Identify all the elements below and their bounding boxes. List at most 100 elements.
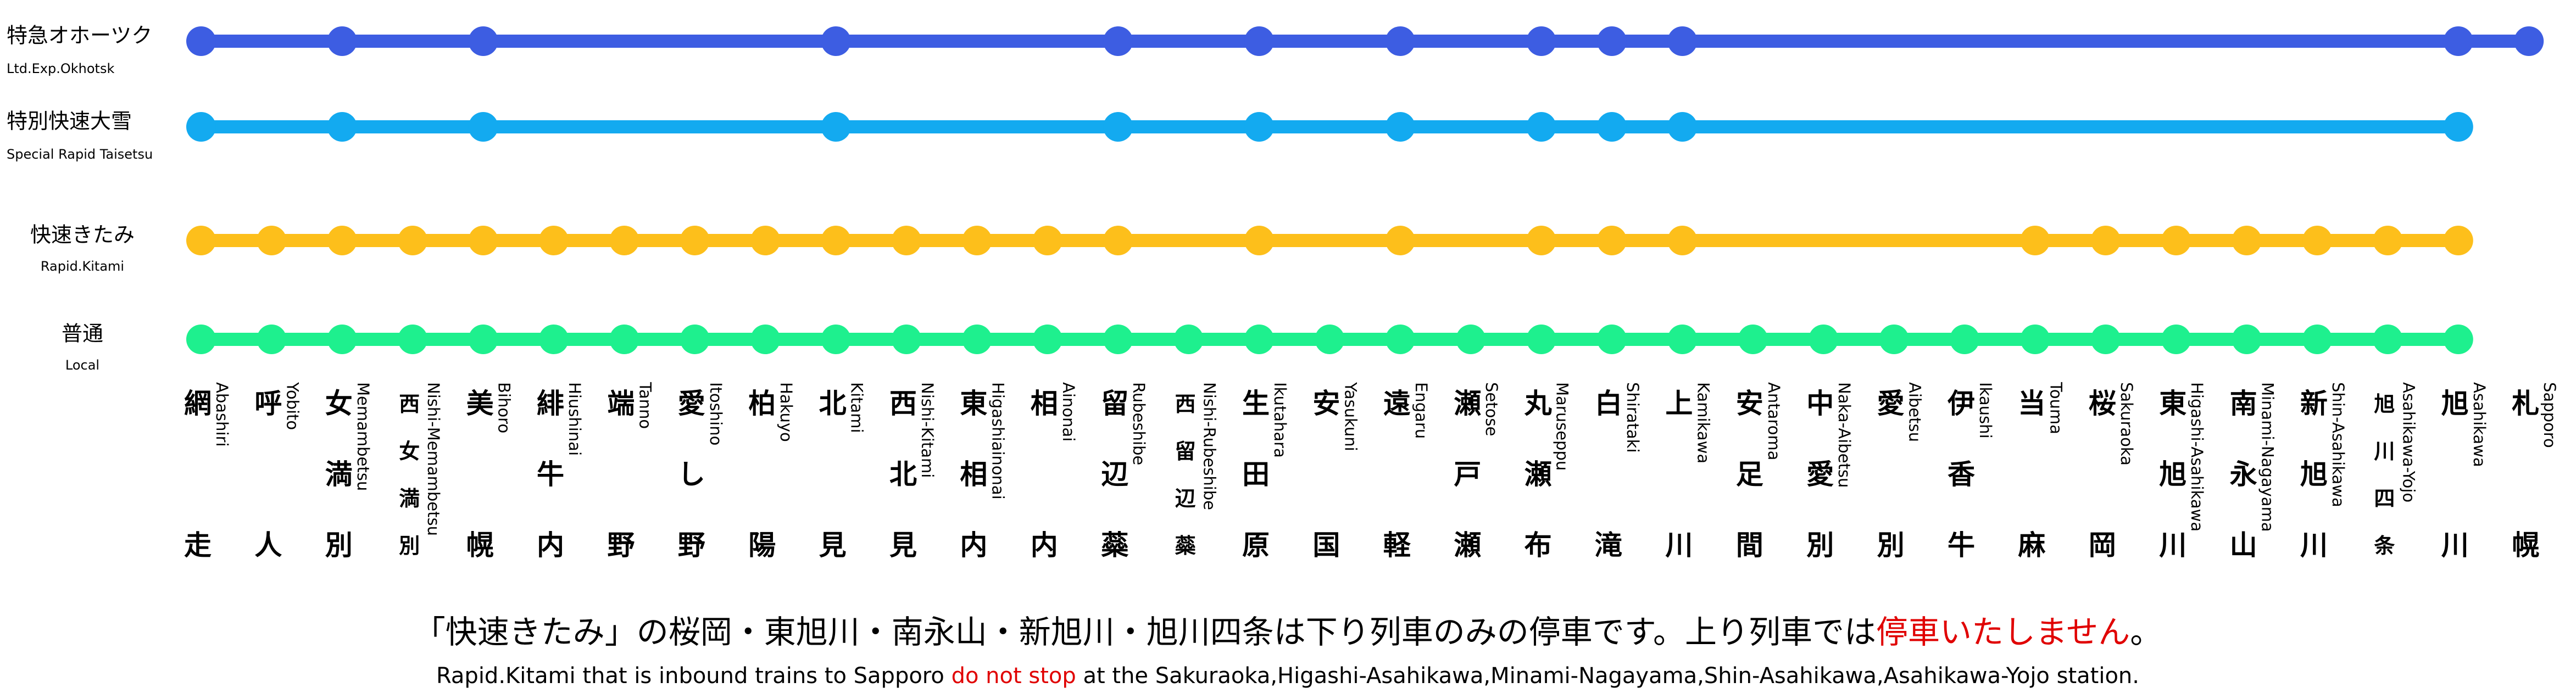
kanji-char: 条 xyxy=(2374,534,2395,558)
stop-dot xyxy=(2232,226,2262,255)
kanji-char: 間 xyxy=(1736,529,1763,561)
stop-dot xyxy=(1526,325,1556,354)
station-romaji: Nishi-Kitami xyxy=(918,382,937,478)
kanji-char: 別 xyxy=(1806,529,1834,561)
kanji-char: 中 xyxy=(1806,388,1834,420)
kanji-char: 滝 xyxy=(1595,529,1622,561)
station-romaji: Engaru xyxy=(1412,382,1431,439)
station-kanji: 網走 xyxy=(184,388,212,561)
kanji-char: 呼 xyxy=(254,388,282,420)
kanji-char: 幌 xyxy=(466,529,494,561)
station-kanji: 瀬戸瀬 xyxy=(1454,388,1481,561)
stop-dot xyxy=(892,226,921,255)
station-romaji: Ainonai xyxy=(1059,382,1078,441)
station-kanji: 安国 xyxy=(1312,388,1340,561)
stop-dot xyxy=(892,325,921,354)
station-romaji: Setose xyxy=(1482,382,1501,436)
stop-dot xyxy=(1103,112,1133,142)
kanji-char: 瀬 xyxy=(1525,458,1552,490)
station-romaji: Naka-Aibetsu xyxy=(1835,382,1854,488)
stop-dot xyxy=(1103,325,1133,354)
kanji-char: 瀬 xyxy=(1454,388,1481,420)
station-kanji: 呼人 xyxy=(254,388,282,561)
stop-dot xyxy=(2232,325,2262,354)
station-kanji: 旭川 xyxy=(2441,388,2469,561)
station-kanji: 端野 xyxy=(607,388,635,561)
stop-dot xyxy=(1244,325,1274,354)
station-romaji: Hiushinai xyxy=(565,382,584,456)
stop-dot xyxy=(2514,26,2544,56)
kanji-char: 野 xyxy=(607,529,635,561)
stop-dot xyxy=(821,325,851,354)
station-romaji: Higashiainonai xyxy=(988,382,1007,500)
kanji-char: 辺 xyxy=(1101,458,1128,490)
stop-dot xyxy=(327,26,357,56)
kanji-char: 永 xyxy=(2230,458,2257,490)
station-kanji: 女満別 xyxy=(325,388,353,561)
stop-dot xyxy=(327,226,357,255)
station-kanji: 西留辺蘂 xyxy=(1175,392,1197,558)
kanji-char: 牛 xyxy=(1948,529,1975,561)
kanji-char: 東 xyxy=(2159,388,2186,420)
station-kanji: 愛別 xyxy=(1877,388,1905,561)
stop-dot xyxy=(327,112,357,142)
kanji-char: 旭 xyxy=(2441,388,2469,420)
stop-dot xyxy=(680,226,710,255)
kanji-char: 南 xyxy=(2230,388,2257,420)
station-romaji: Hakuyo xyxy=(777,382,795,442)
kanji-char: 旭 xyxy=(2300,458,2328,490)
service-subtitle: Ltd.Exp.Okhotsk xyxy=(7,61,114,76)
stop-dot xyxy=(1385,112,1415,142)
kanji-char: 美 xyxy=(466,388,494,420)
stop-dot xyxy=(2090,226,2121,255)
kanji-char: 札 xyxy=(2512,388,2539,420)
station-romaji: Higashi-Asahikawa xyxy=(2188,382,2206,532)
station-romaji: Tanno xyxy=(636,382,654,429)
station-kanji: 留辺蘂 xyxy=(1100,388,1129,561)
kanji-char: 旭 xyxy=(2374,392,2395,416)
stop-dot xyxy=(2020,325,2050,354)
kanji-char: 田 xyxy=(1242,458,1270,490)
station-romaji: Itoshino xyxy=(706,382,725,445)
stop-dot xyxy=(468,112,498,142)
kanji-char: 見 xyxy=(819,529,847,561)
station-romaji: Sakuraoka xyxy=(2117,382,2136,466)
station-romaji: Nishi-Memambetsu xyxy=(424,382,443,536)
station-kanji: 生田原 xyxy=(1242,388,1270,561)
stop-dot xyxy=(1667,325,1698,354)
stop-dot xyxy=(1315,325,1345,354)
stop-dot xyxy=(468,26,498,56)
kanji-char: 桜 xyxy=(2089,388,2116,420)
kanji-char: 伊 xyxy=(1947,388,1975,420)
station-romaji: Shirataki xyxy=(1623,382,1642,453)
kanji-char: 丸 xyxy=(1524,388,1552,420)
service-subtitle: Local xyxy=(65,357,99,373)
stop-dot xyxy=(2443,112,2473,142)
kanji-char: 安 xyxy=(1312,388,1340,420)
kanji-char: 旭 xyxy=(2159,458,2186,490)
kanji-char: 満 xyxy=(399,486,420,511)
station-romaji: Abashiri xyxy=(213,382,231,447)
stop-dot xyxy=(2373,325,2403,354)
station-romaji: Asahikawa xyxy=(2470,382,2489,467)
stop-dot xyxy=(186,112,216,142)
kanji-char: 生 xyxy=(1242,388,1270,420)
station-kanji: 南永山 xyxy=(2230,388,2257,561)
kanji-char: 原 xyxy=(1242,529,1270,561)
station-romaji: Yobito xyxy=(283,382,302,430)
